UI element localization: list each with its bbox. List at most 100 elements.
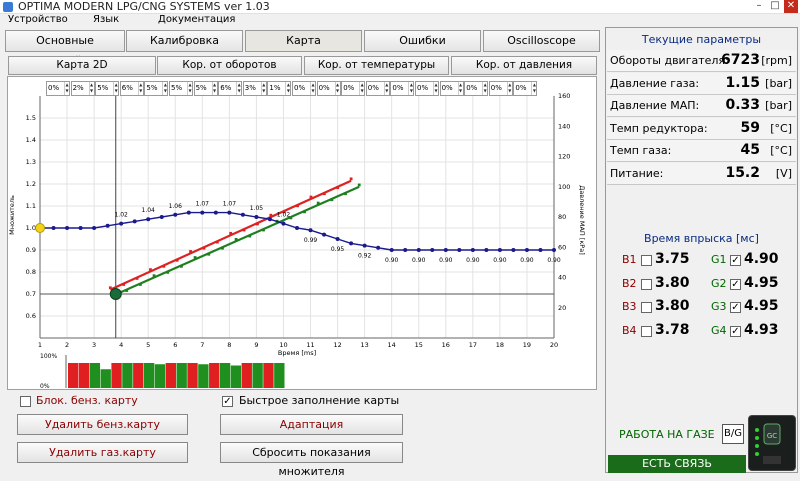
injector-checkbox[interactable] (641, 325, 652, 337)
param-value: 1.15 (725, 74, 760, 91)
menu-docs[interactable]: Документация (158, 14, 236, 25)
menu-language[interactable]: Язык (93, 14, 120, 25)
injector-checkbox[interactable]: ✓ (730, 325, 741, 337)
spinner-arrows-icon[interactable]: ▲ ▼ (285, 82, 290, 95)
injector-checkbox[interactable]: ✓ (730, 255, 741, 266)
injector-checkbox[interactable]: ✓ (730, 302, 741, 313)
spinner-arrows-icon[interactable]: ▲ ▼ (187, 82, 192, 95)
spinner-arrows-icon[interactable]: ▲ ▼ (137, 82, 143, 95)
subtab-temp-correction[interactable]: Кор. от температуры (304, 56, 449, 75)
block-petrol-map-label: Блок. бенз. карту (36, 394, 138, 407)
spinner-arrows-icon[interactable]: ▲ ▼ (64, 82, 69, 95)
adaptation-button[interactable]: Адаптация (220, 414, 403, 435)
multiplier-spinner[interactable]: 0% ▲ ▼ (292, 81, 316, 96)
close-button[interactable]: ✕ (784, 0, 798, 13)
param-label: Темп газа: (610, 144, 672, 157)
spinner-value: 0% (417, 84, 429, 92)
multiplier-spinner[interactable]: 0% ▲ ▼ (488, 81, 513, 96)
multiplier-spinner[interactable]: 5% ▲ ▼ (169, 81, 193, 96)
block-petrol-map-checkbox[interactable] (20, 396, 31, 407)
spinner-arrows-icon[interactable]: ▲ ▼ (408, 82, 413, 95)
param-label: Давление МАП: (610, 99, 700, 112)
spinner-arrows-icon[interactable]: ▲ ▼ (236, 82, 241, 95)
maximize-button[interactable]: □ (770, 0, 780, 11)
param-unit: [bar] (765, 76, 792, 90)
multiplier-spinner[interactable]: 1% ▲ ▼ (267, 81, 292, 96)
injector-time-value: 3.75 (655, 251, 690, 267)
multiplier-spinner[interactable]: 6% ▲ ▼ (218, 81, 243, 96)
injector-checkbox[interactable] (641, 278, 652, 290)
spinner-arrows-icon[interactable]: ▲ ▼ (433, 82, 438, 95)
injector-b-row: B1 3.75 (622, 251, 702, 271)
spinner-value: 1% (269, 84, 281, 92)
injector-g-row: G1 ✓ 4.90 (711, 251, 791, 271)
multiplier-spinner[interactable]: 3% ▲ ▼ (242, 81, 267, 96)
param-row: Давление газа: 1.15 [bar] (607, 72, 796, 95)
spinner-arrows-icon[interactable]: ▲ ▼ (531, 82, 536, 95)
tab-main-settings[interactable]: Основные настройки (5, 30, 125, 67)
spinner-arrows-icon[interactable]: ▲ ▼ (260, 82, 266, 95)
multiplier-spinner[interactable]: 0% ▲ ▼ (513, 81, 538, 96)
spinner-arrows-icon[interactable]: ▲ ▼ (482, 82, 487, 95)
spinner-arrows-icon[interactable]: ▲ ▼ (383, 82, 389, 95)
tab-oscilloscope[interactable]: Oscilloscope (483, 30, 600, 52)
spinner-arrows-icon[interactable]: ▲ ▼ (506, 82, 512, 95)
spinner-arrows-icon[interactable]: ▲ ▼ (359, 82, 364, 95)
spinner-arrows-icon[interactable]: ▲ ▼ (211, 82, 217, 95)
spinner-arrows-icon[interactable]: ▲ ▼ (310, 82, 315, 95)
multiplier-spinner[interactable]: 0% ▲ ▼ (415, 81, 439, 96)
multiplier-spinner[interactable]: 0% ▲ ▼ (341, 81, 366, 96)
injector-time-value: 3.78 (655, 321, 690, 338)
spinner-arrows-icon[interactable]: ▲ ▼ (88, 82, 94, 95)
delete-gas-map-button[interactable]: Удалить газ.карту (17, 442, 188, 463)
spinner-value: 6% (121, 84, 133, 92)
multiplier-spinner[interactable]: 5% ▲ ▼ (95, 81, 120, 96)
spinner-value: 0% (318, 84, 330, 92)
spinner-value: 0% (466, 84, 478, 92)
injector-name: G4 (711, 323, 727, 337)
injector-g-row: G2 ✓ 4.95 (711, 275, 791, 295)
tab-map[interactable]: Карта (245, 30, 362, 52)
multiplier-spinner[interactable]: 5% ▲ ▼ (144, 81, 169, 96)
injector-name: B4 (622, 323, 637, 337)
injector-name: B2 (622, 276, 637, 290)
multiplier-spinner[interactable]: 0% ▲ ▼ (316, 81, 341, 96)
injector-g-row: G3 ✓ 4.95 (711, 298, 791, 318)
delete-petrol-map-button[interactable]: Удалить бенз.карту (17, 414, 188, 435)
injector-checkbox[interactable] (641, 302, 652, 313)
tab-calibration[interactable]: Калибровка (126, 30, 243, 52)
bg-switch-button[interactable]: B/G (722, 424, 744, 444)
tab-errors[interactable]: Ошибки (364, 30, 481, 52)
spinner-value: 5% (171, 84, 183, 92)
spinner-arrows-icon[interactable]: ▲ ▼ (113, 82, 118, 95)
menu-device[interactable]: Устройство (8, 14, 68, 25)
multiplier-spinner[interactable]: 0% ▲ ▼ (46, 81, 70, 96)
title-bar: OPTIMA MODERN LPG/CNG SYSTEMS ver 1.03 –… (0, 0, 800, 14)
multiplier-spinner[interactable]: 0% ▲ ▼ (439, 81, 464, 96)
multiplier-spinner[interactable]: 0% ▲ ▼ (390, 81, 415, 96)
subtab-pressure-correction[interactable]: Кор. от давления (451, 56, 597, 75)
param-row: Обороты двигателя: 6723 [rpm] (607, 50, 796, 72)
multiplier-spinner[interactable]: 2% ▲ ▼ (70, 81, 95, 96)
reset-multiplier-button[interactable]: Сбросить показания множителя (220, 442, 403, 478)
subtab-map-2d[interactable]: Карта 2D (8, 56, 156, 75)
spinner-arrows-icon[interactable]: ▲ ▼ (162, 82, 167, 95)
minimize-button[interactable]: – (756, 0, 762, 11)
spinner-arrows-icon[interactable]: ▲ ▼ (334, 82, 340, 95)
multiplier-spinner[interactable]: 6% ▲ ▼ (119, 81, 144, 96)
injector-checkbox[interactable] (641, 255, 652, 266)
injector-b-row: B2 3.80 (622, 275, 702, 295)
param-unit: [V] (775, 166, 792, 180)
injector-checkbox[interactable]: ✓ (730, 278, 741, 290)
spinner-arrows-icon[interactable]: ▲ ▼ (457, 82, 463, 95)
menu-bar: Устройство Язык Документация (0, 14, 800, 27)
multiplier-spinner[interactable]: 0% ▲ ▼ (365, 81, 390, 96)
subtab-rpm-correction[interactable]: Кор. от оборотов (157, 56, 302, 75)
spinner-value: 0% (515, 84, 527, 92)
fast-fill-checkbox[interactable]: ✓ (222, 396, 233, 407)
multiplier-spinner[interactable]: 5% ▲ ▼ (193, 81, 218, 96)
spinner-value: 0% (367, 84, 379, 92)
multiplier-spinner[interactable]: 0% ▲ ▼ (464, 81, 489, 96)
connection-status: ЕСТЬ СВЯЗЬ (608, 455, 746, 473)
fast-fill-label: Быстрое заполнение карты (239, 394, 400, 407)
